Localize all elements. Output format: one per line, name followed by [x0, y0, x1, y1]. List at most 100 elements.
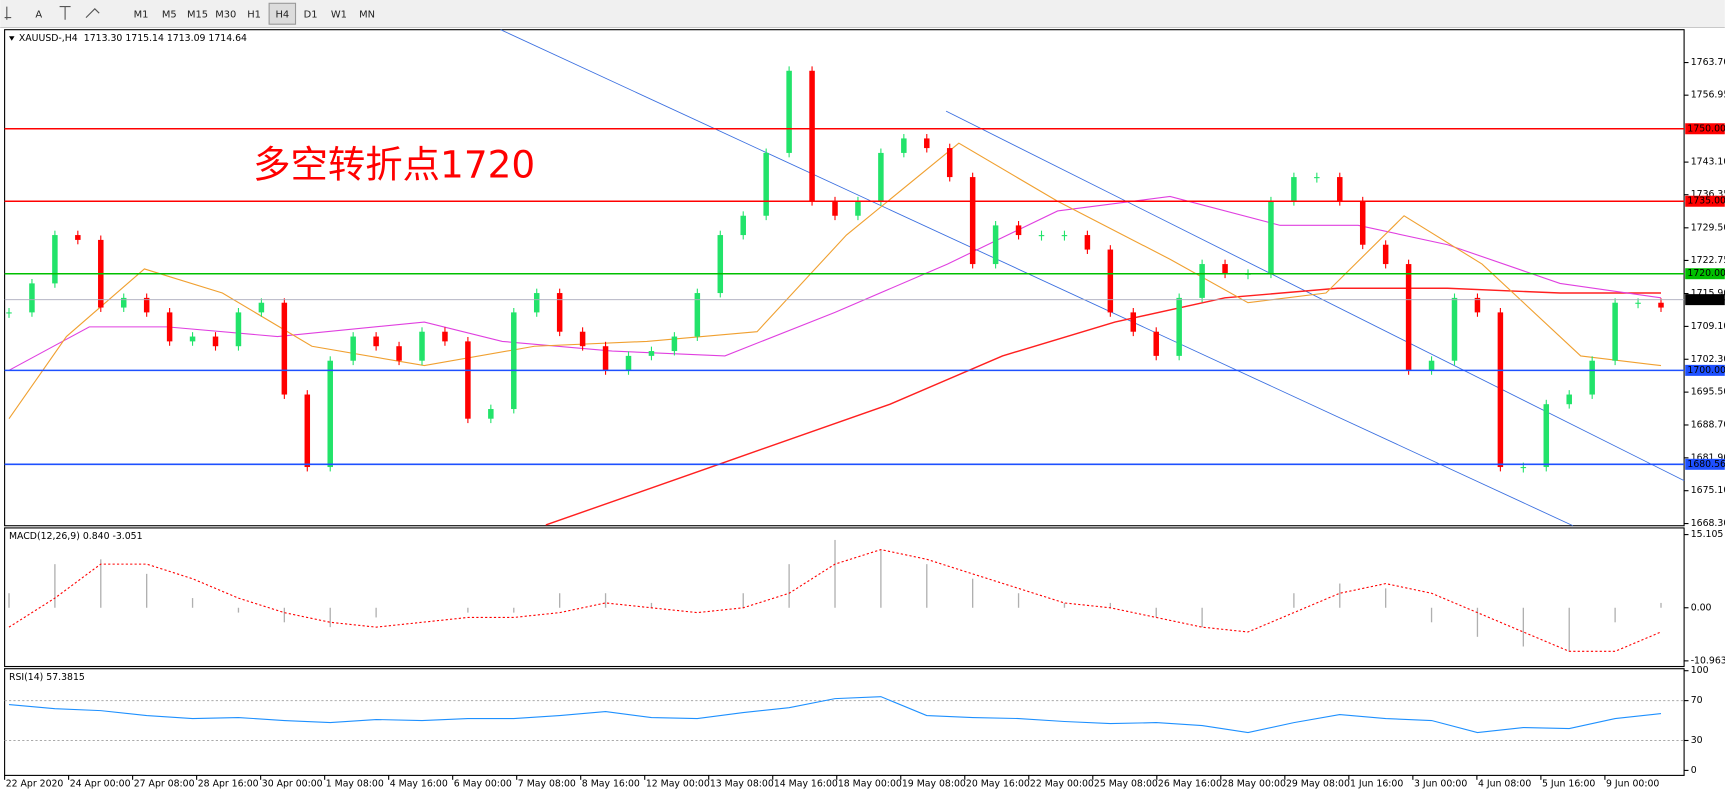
x-tick-label: 4 May 16:00 [390, 779, 448, 790]
timeframe-button[interactable]: W1 [331, 9, 347, 20]
candle [1658, 302, 1664, 308]
level-label-box [1685, 123, 1725, 135]
quote: 1713.30 1715.14 1713.09 1714.64 [84, 33, 247, 44]
x-tick-label: 27 Apr 08:00 [134, 779, 195, 790]
candle [855, 201, 861, 216]
candle [924, 138, 930, 149]
timeframe-button[interactable]: H4 [275, 9, 289, 20]
text-icon[interactable] [59, 6, 71, 20]
y-tick-label: 15.105 [1691, 529, 1724, 540]
candle [946, 148, 953, 178]
candle [1612, 302, 1618, 361]
x-tick-label: 1 May 08:00 [326, 779, 384, 790]
candle [992, 225, 999, 265]
font-button[interactable]: A [35, 9, 42, 20]
candle [1497, 312, 1504, 468]
x-tick-label: 1 Jun 16:00 [1350, 779, 1403, 790]
level-label: 1680.56 [1687, 459, 1725, 470]
annotation: 多空转折点1720 [253, 143, 535, 187]
candle [717, 235, 724, 294]
candle [878, 152, 884, 202]
timeframe-button[interactable]: H1 [247, 9, 261, 20]
level-label: 1700.00 [1687, 365, 1725, 376]
candle [327, 360, 333, 468]
y-tick-label: 1715.90 [1691, 288, 1725, 299]
trend-line [945, 110, 1685, 482]
level-label: 1714.64 [1687, 294, 1725, 305]
candle [1015, 225, 1022, 236]
candle [189, 336, 196, 342]
y-tick-label: 1681.90 [1691, 452, 1725, 463]
timeframe-button[interactable]: M30 [215, 9, 236, 20]
symbol-title: XAUUSD-,H4 [19, 33, 78, 44]
candle [442, 331, 448, 342]
y-tick-label: 30 [1691, 735, 1703, 746]
candle [625, 355, 632, 371]
candle [602, 346, 609, 371]
rsi-panel [4, 668, 1685, 776]
level-label: 1735.00 [1687, 196, 1725, 207]
candle [740, 215, 746, 236]
y-tick-label: 1675.10 [1691, 485, 1725, 496]
x-tick-label: 29 May 08:00 [1286, 779, 1350, 790]
candle [671, 336, 678, 352]
candle [809, 70, 815, 202]
candle [1589, 360, 1595, 395]
candle [1176, 297, 1182, 356]
candle [1314, 177, 1320, 179]
candle [281, 302, 288, 395]
y-tick-label: 1702.30 [1691, 354, 1725, 365]
x-tick-label: 30 Apr 00:00 [262, 779, 323, 790]
x-tick-label: 4 Jun 08:00 [1478, 779, 1531, 790]
y-tick-label: 1709.10 [1691, 321, 1725, 332]
menu-arrow[interactable] [9, 36, 15, 41]
x-tick-label: 26 May 16:00 [1158, 779, 1222, 790]
timeframe-button[interactable]: D1 [304, 9, 318, 20]
candle [120, 297, 127, 308]
x-tick-label: 14 May 16:00 [774, 779, 838, 790]
timeframe-button[interactable]: M15 [187, 9, 208, 20]
x-tick-label: 22 May 00:00 [1030, 779, 1094, 790]
x-tick-label: 6 May 00:00 [454, 779, 512, 790]
candle [212, 336, 219, 347]
timeframe-button[interactable]: M5 [162, 9, 177, 20]
candle [1268, 201, 1274, 274]
x-tick-label: 20 May 16:00 [966, 779, 1030, 790]
candle [1543, 404, 1550, 468]
candle [465, 341, 471, 419]
candle [419, 331, 425, 361]
x-tick-label: 9 Jun 00:00 [1606, 779, 1659, 790]
candle [52, 235, 58, 284]
candle [1405, 264, 1412, 371]
y-tick-label: -10.963 [1691, 655, 1725, 666]
x-tick-label: 18 May 00:00 [838, 779, 902, 790]
timeframe-button[interactable]: MN [359, 9, 375, 20]
main-panel [4, 29, 1685, 527]
x-tick-label: 12 May 00:00 [646, 779, 710, 790]
candle [1474, 297, 1481, 313]
x-tick-label: 8 May 16:00 [582, 779, 640, 790]
x-tick-label: 7 May 08:00 [518, 779, 576, 790]
y-tick-label: 1729.50 [1691, 222, 1725, 233]
y-tick-label: 1743.10 [1691, 157, 1725, 168]
candle [1635, 302, 1641, 304]
candle [511, 312, 517, 410]
candle [1382, 244, 1389, 265]
trend-line [500, 29, 1574, 527]
candle [1222, 264, 1228, 274]
level-label: 1750.00 [1687, 123, 1725, 134]
x-tick-label: 28 May 00:00 [1222, 779, 1286, 790]
candle [304, 394, 311, 468]
candle [166, 312, 173, 342]
candle [1359, 201, 1366, 245]
timeframe-button[interactable]: M1 [134, 9, 149, 20]
crosshair-icon[interactable] [4, 6, 12, 20]
active-timeframe [268, 2, 297, 25]
shapes-icon[interactable] [85, 8, 100, 18]
candle [1061, 235, 1068, 237]
x-tick-label: 28 Apr 16:00 [198, 779, 259, 790]
x-tick-label: 25 May 08:00 [1094, 779, 1158, 790]
